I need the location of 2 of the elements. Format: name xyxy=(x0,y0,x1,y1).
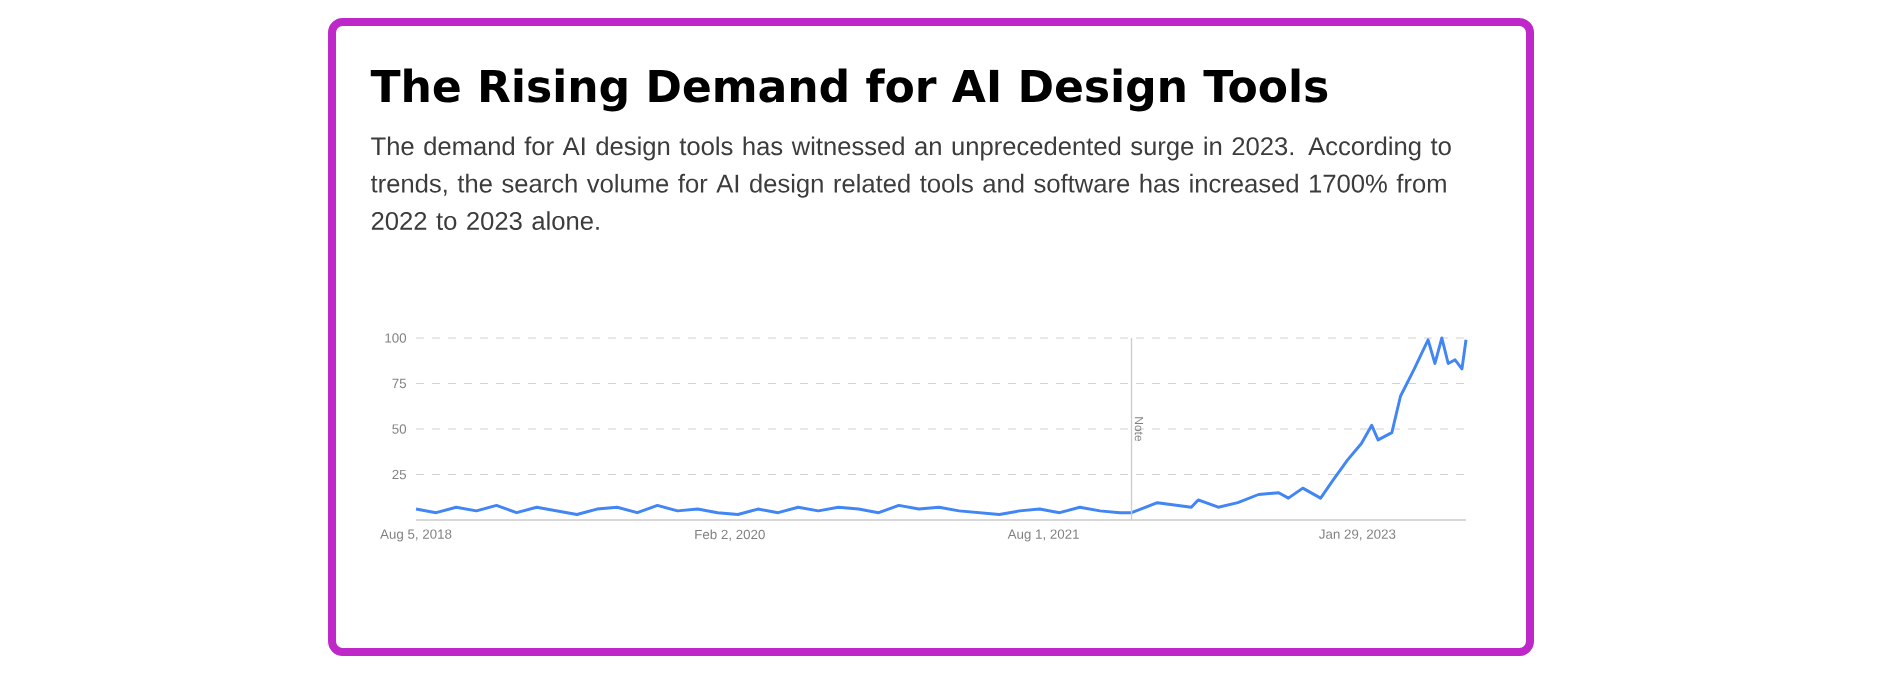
chart-subtitle: The demand for AI design tools has witnessed an unprecedented surge in 2023. According to trends, the search volume for AI design related tools and software has increased 1700% from 2022 to 2023 alone. xyxy=(370,136,1451,230)
chart-title: The Rising Demand for AI Design Tools xyxy=(370,68,1328,112)
